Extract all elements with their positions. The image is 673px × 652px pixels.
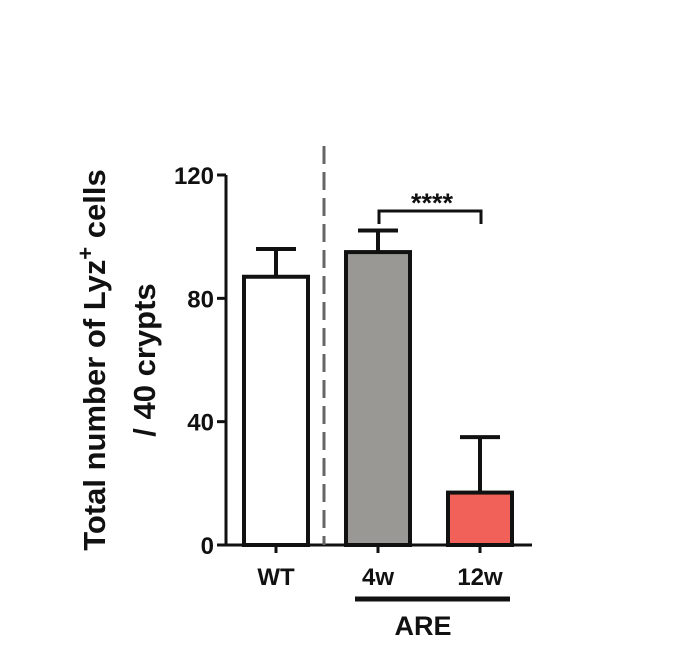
bar-wt [242,274,310,547]
y-tick-label: 0 [201,533,214,560]
group-label: ARE [394,611,451,641]
y-tick-label: 120 [174,163,214,190]
x-tick-label: 12w [457,564,503,591]
y-axis-label-line1: Total number of Lyz+ cells [73,169,112,550]
y-axis-label-line2: / 40 crypts [127,283,162,436]
significance-label: **** [411,188,454,218]
bar-4w [344,250,412,547]
x-tick-label: WT [257,564,295,591]
x-tick-label: 4w [362,564,394,591]
y-tick-label: 80 [187,286,214,313]
significance-bracket [377,209,483,224]
bar-12w [446,490,514,548]
y-tick-label: 40 [187,410,214,437]
